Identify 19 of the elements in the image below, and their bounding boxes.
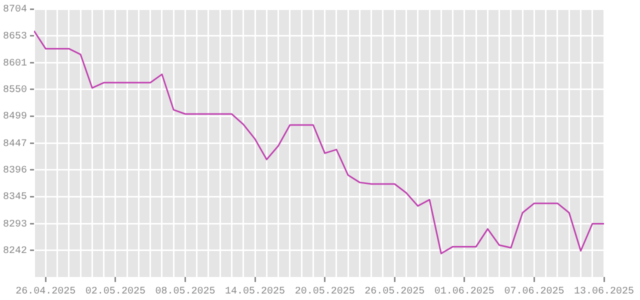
x-tick-label: 08.05.2025: [155, 286, 216, 298]
y-tick-label: 8499: [2, 112, 28, 123]
x-tick-label: 26.04.2025: [16, 286, 76, 298]
y-tick-label: 8447: [2, 138, 28, 150]
x-tick-label: 02.05.2025: [85, 286, 146, 298]
x-tick-label: 01.06.2025: [434, 286, 494, 298]
y-tick-label: 8704: [2, 4, 28, 16]
y-tick-label: 8345: [2, 192, 28, 204]
x-tick-label: 13.06.2025: [574, 286, 634, 298]
x-tick-label: 20.05.2025: [294, 286, 355, 298]
y-tick-label: 8396: [2, 166, 28, 177]
x-tick-label: 07.06.2025: [504, 286, 564, 298]
y-tick-label: 8293: [2, 219, 28, 230]
y-tick-label: 8601: [2, 58, 28, 70]
y-tick-label: 8242: [2, 246, 28, 257]
x-tick-label: 14.05.2025: [225, 286, 286, 298]
y-tick-label: 8653: [2, 31, 28, 42]
y-tick-label: 8550: [2, 85, 28, 96]
x-tick-label: 26.05.2025: [364, 286, 425, 298]
